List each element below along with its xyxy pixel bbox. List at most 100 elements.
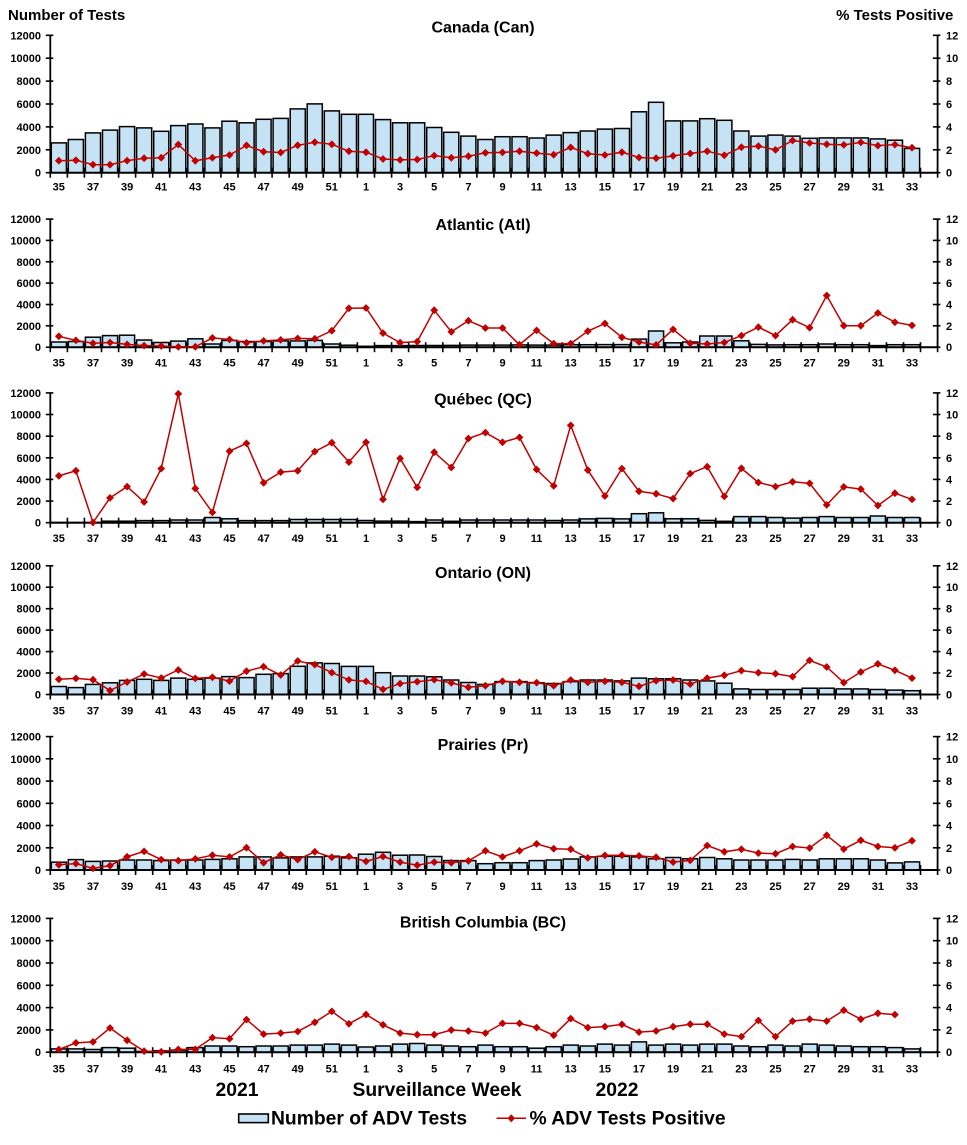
svg-text:9: 9: [499, 1064, 505, 1076]
svg-text:0: 0: [946, 865, 952, 877]
svg-text:25: 25: [769, 706, 781, 718]
svg-text:12: 12: [946, 388, 958, 400]
svg-text:7: 7: [465, 881, 471, 893]
svg-text:3: 3: [397, 182, 403, 194]
svg-text:9: 9: [499, 358, 505, 370]
svg-text:27: 27: [803, 1064, 815, 1076]
svg-text:19: 19: [667, 358, 679, 370]
svg-text:33: 33: [906, 533, 918, 545]
svg-text:43: 43: [189, 1064, 201, 1076]
svg-text:15: 15: [599, 706, 611, 718]
svg-text:0: 0: [946, 690, 952, 702]
svg-text:8: 8: [946, 431, 952, 443]
svg-text:Number of ADV Tests: Number of ADV Tests: [271, 1109, 467, 1130]
svg-text:4: 4: [946, 647, 953, 659]
svg-text:6000: 6000: [17, 99, 41, 111]
svg-text:13: 13: [565, 358, 577, 370]
svg-text:19: 19: [667, 182, 679, 194]
svg-text:49: 49: [292, 358, 304, 370]
svg-text:Prairies (Pr): Prairies (Pr): [438, 737, 529, 754]
svg-text:6: 6: [946, 625, 952, 637]
svg-text:10000: 10000: [10, 235, 41, 247]
svg-text:5: 5: [431, 1064, 437, 1076]
svg-text:4: 4: [946, 474, 953, 486]
svg-text:8000: 8000: [17, 604, 41, 616]
svg-text:1: 1: [363, 706, 369, 718]
svg-text:6: 6: [946, 798, 952, 810]
svg-text:0: 0: [35, 865, 41, 877]
svg-text:0: 0: [35, 1047, 41, 1059]
svg-text:13: 13: [565, 182, 577, 194]
svg-text:8: 8: [946, 776, 952, 788]
svg-text:31: 31: [872, 1064, 884, 1076]
svg-text:8: 8: [946, 604, 952, 616]
svg-text:21: 21: [701, 706, 713, 718]
svg-text:0: 0: [35, 168, 41, 180]
svg-text:6000: 6000: [17, 453, 41, 465]
svg-text:12: 12: [946, 561, 958, 573]
svg-text:11: 11: [531, 1064, 543, 1076]
svg-text:43: 43: [189, 706, 201, 718]
svg-text:13: 13: [565, 1064, 577, 1076]
svg-text:1: 1: [363, 533, 369, 545]
svg-text:21: 21: [701, 1064, 713, 1076]
svg-text:21: 21: [701, 358, 713, 370]
svg-text:10000: 10000: [10, 754, 41, 766]
svg-text:0: 0: [946, 168, 952, 180]
svg-text:Canada (Can): Canada (Can): [431, 20, 534, 37]
svg-text:4: 4: [946, 821, 953, 833]
svg-text:4: 4: [946, 300, 953, 312]
svg-text:Number of Tests: Number of Tests: [8, 7, 125, 24]
svg-text:10: 10: [946, 936, 958, 948]
svg-text:5: 5: [431, 706, 437, 718]
svg-text:12000: 12000: [10, 561, 41, 573]
svg-text:8000: 8000: [17, 257, 41, 269]
svg-text:31: 31: [872, 182, 884, 194]
svg-text:47: 47: [257, 358, 269, 370]
svg-text:12: 12: [946, 30, 958, 42]
svg-text:Québec (QC): Québec (QC): [434, 391, 532, 408]
svg-text:6000: 6000: [17, 798, 41, 810]
svg-text:0: 0: [946, 1047, 952, 1059]
svg-text:49: 49: [292, 182, 304, 194]
svg-text:2: 2: [946, 843, 952, 855]
svg-text:13: 13: [565, 881, 577, 893]
svg-text:10000: 10000: [10, 936, 41, 948]
svg-text:15: 15: [599, 881, 611, 893]
svg-text:27: 27: [803, 533, 815, 545]
svg-text:6000: 6000: [17, 278, 41, 290]
svg-text:2: 2: [946, 668, 952, 680]
svg-text:6: 6: [946, 980, 952, 992]
svg-text:45: 45: [223, 1064, 235, 1076]
svg-text:35: 35: [53, 1064, 65, 1076]
svg-text:8000: 8000: [17, 76, 41, 88]
svg-text:29: 29: [838, 533, 850, 545]
svg-text:23: 23: [735, 706, 747, 718]
svg-text:7: 7: [465, 706, 471, 718]
svg-text:23: 23: [735, 533, 747, 545]
svg-text:4000: 4000: [17, 647, 41, 659]
svg-text:15: 15: [599, 1064, 611, 1076]
svg-text:12: 12: [946, 214, 958, 226]
svg-text:33: 33: [906, 358, 918, 370]
svg-text:43: 43: [189, 881, 201, 893]
svg-text:19: 19: [667, 533, 679, 545]
svg-text:11: 11: [531, 182, 543, 194]
svg-text:10000: 10000: [10, 410, 41, 422]
svg-text:31: 31: [872, 706, 884, 718]
svg-text:2000: 2000: [17, 496, 41, 508]
svg-text:9: 9: [499, 182, 505, 194]
svg-text:17: 17: [633, 182, 645, 194]
svg-text:39: 39: [121, 881, 133, 893]
svg-text:9: 9: [499, 533, 505, 545]
svg-text:8: 8: [946, 257, 952, 269]
svg-text:% ADV Tests Positive: % ADV Tests Positive: [530, 1109, 726, 1130]
svg-text:11: 11: [531, 706, 543, 718]
svg-text:3: 3: [397, 881, 403, 893]
svg-text:12: 12: [946, 732, 958, 744]
svg-text:9: 9: [499, 881, 505, 893]
svg-text:3: 3: [397, 358, 403, 370]
svg-text:17: 17: [633, 706, 645, 718]
svg-text:29: 29: [838, 1064, 850, 1076]
svg-text:29: 29: [838, 182, 850, 194]
